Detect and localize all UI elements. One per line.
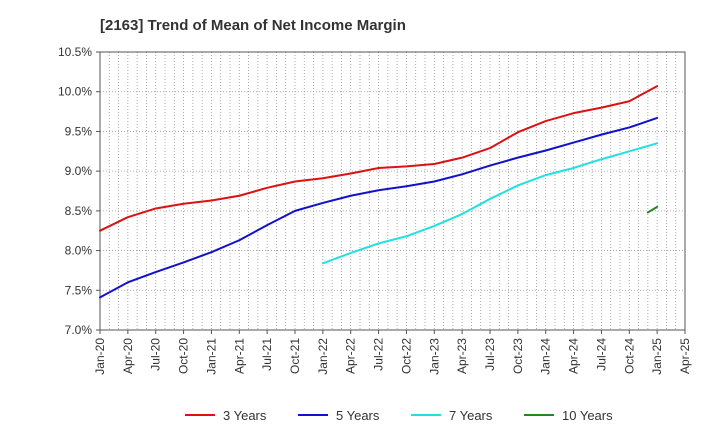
legend-label: 5 Years: [336, 408, 380, 423]
x-tick-label: Jan-24: [539, 338, 553, 375]
x-tick-label: Oct-24: [622, 338, 636, 374]
y-tick-label: 8.0%: [65, 244, 93, 258]
x-tick-label: Oct-23: [511, 338, 525, 374]
x-tick-label: Apr-25: [678, 338, 692, 374]
grid: [99, 51, 686, 331]
legend-label: 3 Years: [223, 408, 267, 423]
x-tick-label: Oct-21: [288, 338, 302, 374]
plot-frame: [99, 51, 686, 331]
x-tick-label: Jan-25: [650, 338, 664, 375]
x-tick-label: Apr-22: [344, 338, 358, 374]
axes: 7.0% 7.5% 8.0% 8.5% 9.0% 9.5% 10.0% 10.5% Jan-20…: [58, 45, 692, 375]
x-tick-label: Jul-21: [260, 338, 274, 371]
x-tick-label: Jul-23: [483, 338, 497, 371]
y-tick-label: 8.5%: [65, 204, 93, 218]
x-tick-label: Apr-21: [232, 338, 246, 374]
x-tick-label: Oct-20: [177, 338, 191, 374]
chart-title: [2163] Trend of Mean of Net Income Margi…: [100, 17, 406, 34]
y-tick-label: 10.5%: [58, 45, 92, 59]
x-tick-label: Jan-23: [427, 338, 441, 375]
series-line-3-years: [99, 85, 659, 232]
x-tick-label: Apr-23: [455, 338, 469, 374]
x-tick-label: Jul-24: [594, 338, 608, 371]
y-tick-label: 9.0%: [65, 164, 93, 178]
x-tick-label: Oct-22: [399, 338, 413, 374]
x-tick-label: Apr-20: [121, 338, 135, 374]
x-tick-label: Jan-20: [93, 338, 107, 375]
x-tick-label: Jan-21: [204, 338, 218, 375]
x-tick-label: Jul-22: [372, 338, 386, 371]
x-tick-label: Jul-20: [149, 338, 163, 371]
y-tick-label: 7.0%: [65, 323, 93, 337]
legend-label: 10 Years: [562, 408, 613, 423]
y-tick-label: 9.5%: [65, 124, 93, 138]
y-tick-label: 10.0%: [58, 85, 92, 99]
y-tick-label: 7.5%: [65, 283, 93, 297]
series-line-10-years: [646, 205, 659, 214]
legend-label: 7 Years: [449, 408, 493, 423]
legend: 3 Years 5 Years 7 Years 10 Years: [185, 408, 613, 423]
series-line-5-years: [99, 116, 659, 299]
x-tick-label: Jan-22: [316, 338, 330, 375]
series-line-7-years: [321, 142, 659, 265]
series-lines: [99, 85, 659, 299]
x-tick-label: Apr-24: [567, 338, 581, 374]
